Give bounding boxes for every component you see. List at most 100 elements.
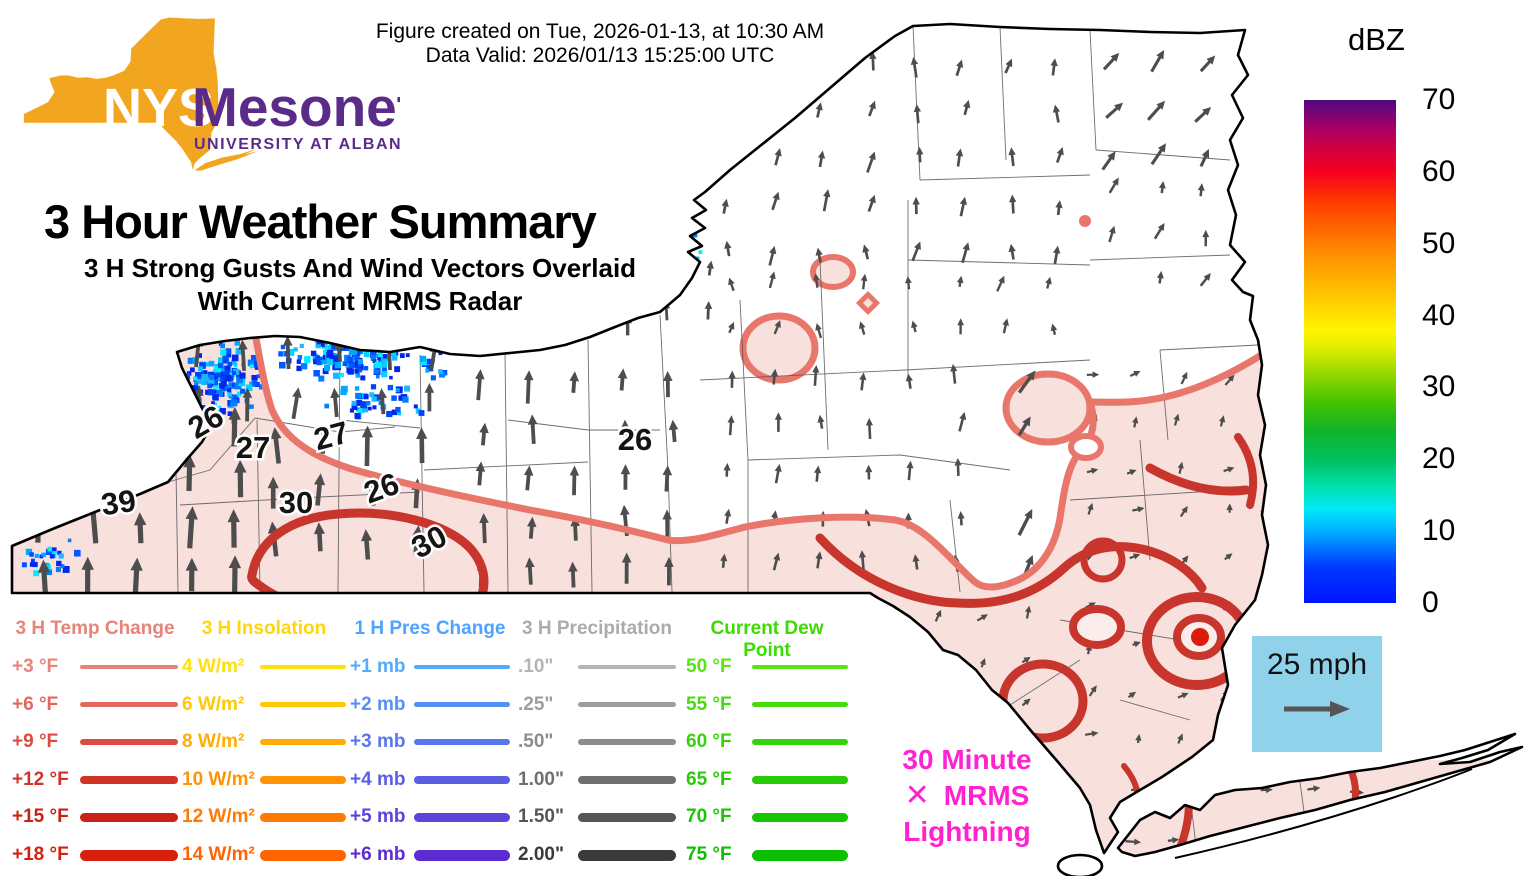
legend-row-line-swatch xyxy=(80,775,178,784)
long-island-outline xyxy=(1116,732,1524,858)
legend-row-label: +9 °F xyxy=(12,731,59,753)
legend-row-label: 12 W/m² xyxy=(182,806,255,828)
legend-row: 1.00" xyxy=(518,769,676,791)
legend-row: +5 mb xyxy=(350,806,510,828)
created-line: Figure created on Tue, 2026-01-13, at 10… xyxy=(375,20,825,43)
gust-notch xyxy=(1068,433,1104,461)
legend-column-header: 3 H Precipitation xyxy=(522,618,672,639)
legend-row-label: +6 mb xyxy=(350,844,406,865)
legend-row-label: +2 mb xyxy=(350,693,406,715)
legend-row-label: +12 °F xyxy=(12,768,69,790)
legend-column: Current Dew Point 50 °F 55 °F 60 °F 65 °F 70 … xyxy=(686,612,848,872)
legend-row-label: .25" xyxy=(518,693,554,715)
legend-row-line-swatch xyxy=(578,738,676,746)
legend-row-label: .50" xyxy=(518,731,554,753)
barrier-island-line xyxy=(1174,768,1473,859)
radar-colorbar xyxy=(1304,100,1396,603)
contour-label: 39 xyxy=(99,483,138,522)
legend-row: 70 °F xyxy=(686,806,848,828)
contour-label: 27 xyxy=(236,430,270,465)
legend-row: 12 W/m² xyxy=(182,806,346,828)
legend-row-label: 55 °F xyxy=(686,693,732,715)
gust-bullseye xyxy=(1191,628,1209,646)
colorbar-tick-label: 40 xyxy=(1422,298,1456,332)
contour-label: 26 xyxy=(618,422,652,457)
wind-scale-arrow-icon xyxy=(1284,701,1350,717)
legend-row-line-swatch xyxy=(414,849,510,861)
legend-row-label: 4 W/m² xyxy=(182,656,245,677)
legend-row-line-swatch xyxy=(752,665,848,669)
valid-line: Data Valid: 2026/01/13 15:25:00 UTC xyxy=(425,44,775,67)
colorbar-tick-label: 10 xyxy=(1422,514,1456,548)
legend-row: +4 mb xyxy=(350,769,510,791)
legend-row-line-swatch xyxy=(260,665,346,669)
legend-row: 75 °F xyxy=(686,844,848,866)
legend-row: 50 °F xyxy=(686,656,848,678)
legend-row-label: 14 W/m² xyxy=(182,844,255,865)
page-subtitle: 3 H Strong Gusts And Wind Vectors Overla… xyxy=(40,252,680,318)
legend-row-line-swatch xyxy=(260,849,346,861)
figure-timestamp: Figure created on Tue, 2026-01-13, at 10… xyxy=(0,20,1200,68)
legend-column: 1 H Pres Change +1 mb +2 mb +3 mb +4 mb +5 mb… xyxy=(350,612,510,872)
legend-row-label: 8 W/m² xyxy=(182,731,245,753)
legend-row-label: +6 °F xyxy=(12,693,59,715)
legend-row-label: 6 W/m² xyxy=(182,693,245,715)
legend-row: 10 W/m² xyxy=(182,769,346,791)
legend-column-header: Current Dew Point xyxy=(710,618,824,661)
legend-row-label: +5 mb xyxy=(350,806,406,828)
legend-row-line-swatch xyxy=(752,775,848,784)
legend-row-label: 1.00" xyxy=(518,768,564,790)
legend-row-line-swatch xyxy=(752,812,848,823)
legend-row: .10" xyxy=(518,656,676,678)
legend-row-label: +18 °F xyxy=(12,844,69,865)
legend-row-line-swatch xyxy=(578,702,676,708)
legend-column: 3 H Temp Change +3 °F +6 °F +9 °F +12 °F +15 … xyxy=(12,612,178,872)
staten-island-outline xyxy=(1056,853,1104,876)
legend-row-label: +15 °F xyxy=(12,806,69,828)
legend-row-label: 10 W/m² xyxy=(182,768,255,790)
colorbar-title: dBZ xyxy=(1348,22,1405,57)
wind-scale-label: 25 mph xyxy=(1266,648,1368,681)
legend-row-label: 70 °F xyxy=(686,806,732,828)
legend-row: 65 °F xyxy=(686,769,848,791)
legend-row-label: .10" xyxy=(518,656,554,677)
legend-row-line-swatch xyxy=(752,702,848,708)
legend-row-line-swatch xyxy=(260,812,346,823)
legend-row-line-swatch xyxy=(80,812,178,823)
legend-row: 4 W/m² xyxy=(182,656,346,678)
legend-column: 3 H Insolation 4 W/m² 6 W/m² 8 W/m² 10 W/m² 1… xyxy=(182,612,346,872)
legend-row-label: 2.00" xyxy=(518,844,564,865)
gust-boundary-contour xyxy=(251,329,1270,591)
gust-dot-small xyxy=(855,290,881,316)
legend-row: +6 mb xyxy=(350,844,510,866)
legend-row-line-swatch xyxy=(578,665,676,669)
legend-row-label: 65 °F xyxy=(686,768,732,790)
legend-row-line-swatch xyxy=(414,775,510,784)
legend-row-line-swatch xyxy=(414,702,510,708)
legend-row-line-swatch xyxy=(578,812,676,823)
legend-row-line-swatch xyxy=(414,812,510,823)
legend-column-header: 3 H Insolation xyxy=(201,618,327,639)
legend-row-line-swatch xyxy=(80,738,178,746)
legend-column: 3 H Precipitation .10" .25" .50" 1.00" 1.50" 2… xyxy=(518,612,676,872)
legend-row-label: 50 °F xyxy=(686,656,732,677)
logo-acronym: NYS xyxy=(103,78,214,138)
legend-row-label: 60 °F xyxy=(686,731,732,753)
legend-row: +3 mb xyxy=(350,731,510,753)
legend-row-line-swatch xyxy=(80,665,178,669)
contour-label: 30 xyxy=(279,485,313,520)
legend-row-label: +4 mb xyxy=(350,768,406,790)
subtitle-line-1: 3 H Strong Gusts And Wind Vectors Overla… xyxy=(83,253,637,283)
colorbar-tick-label: 20 xyxy=(1422,442,1456,476)
legend-row-line-swatch xyxy=(80,702,178,708)
logo-tagline: UNIVERSITY AT ALBANY xyxy=(194,136,400,153)
page-title: 3 Hour Weather Summary xyxy=(44,195,597,248)
legend-row: +6 °F xyxy=(12,694,178,716)
legend-row-line-swatch xyxy=(752,849,848,861)
legend-row-line-swatch xyxy=(260,738,346,746)
lightning-line-3: Lightning xyxy=(903,816,1031,847)
legend-column-header: 1 H Pres Change xyxy=(354,618,506,639)
legend-row: +15 °F xyxy=(12,806,178,828)
logo-ny-shape xyxy=(23,17,258,171)
